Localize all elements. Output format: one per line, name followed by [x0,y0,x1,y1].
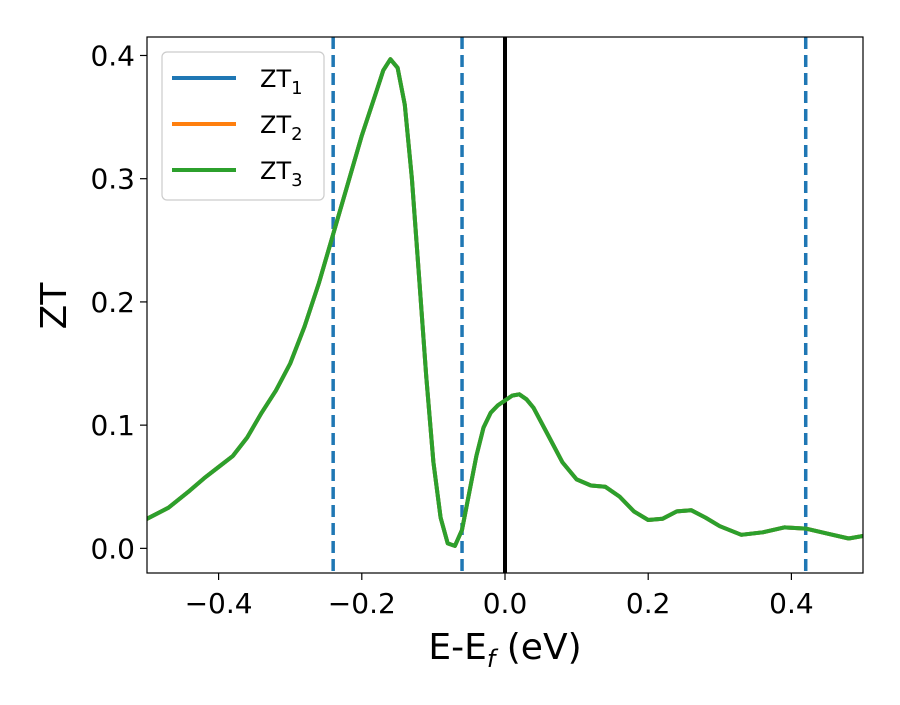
x-tick-label-3: 0.2 [626,587,671,620]
series-line-3 [147,57,863,548]
y-tick-label-2: 0.2 [90,286,135,319]
legend-box [161,51,325,201]
legend-label-2: ZT2 [260,111,303,145]
x-tick-label-0: −0.4 [185,587,253,620]
legend-label-main-2: ZT [260,111,291,139]
legend-label-1: ZT1 [260,65,303,99]
legend-label-main-1: ZT [260,65,291,93]
y-tick-label-1: 0.1 [90,409,135,442]
x-axis-label: E-Ef (eV) [428,627,581,673]
x-tick-label-1: −0.2 [328,587,396,620]
y-tick-label-3: 0.3 [90,163,135,196]
legend-label-subscript-2: 2 [291,124,302,145]
y-tick-label-0: 0.0 [90,532,135,565]
legend-label-subscript-3: 3 [291,170,302,191]
y-axis-label: ZT [34,282,75,330]
legend-label-subscript-1: 1 [291,78,302,99]
plot-content [147,37,863,573]
y-tick-label-4: 0.4 [90,39,135,72]
axes: −0.4 −0.2 0.0 0.2 0.4 0.0 0.1 0.2 0.3 0.4 [90,36,864,620]
x-axis-label-main: E-E [428,627,486,668]
legend-label-main-3: ZT [260,157,291,185]
plot-area [147,37,863,573]
x-axis-label-unit: (eV) [495,627,581,668]
x-tick-label-2: 0.0 [483,587,528,620]
x-tick-label-4: 0.4 [769,587,814,620]
legend-label-3: ZT3 [260,157,303,191]
